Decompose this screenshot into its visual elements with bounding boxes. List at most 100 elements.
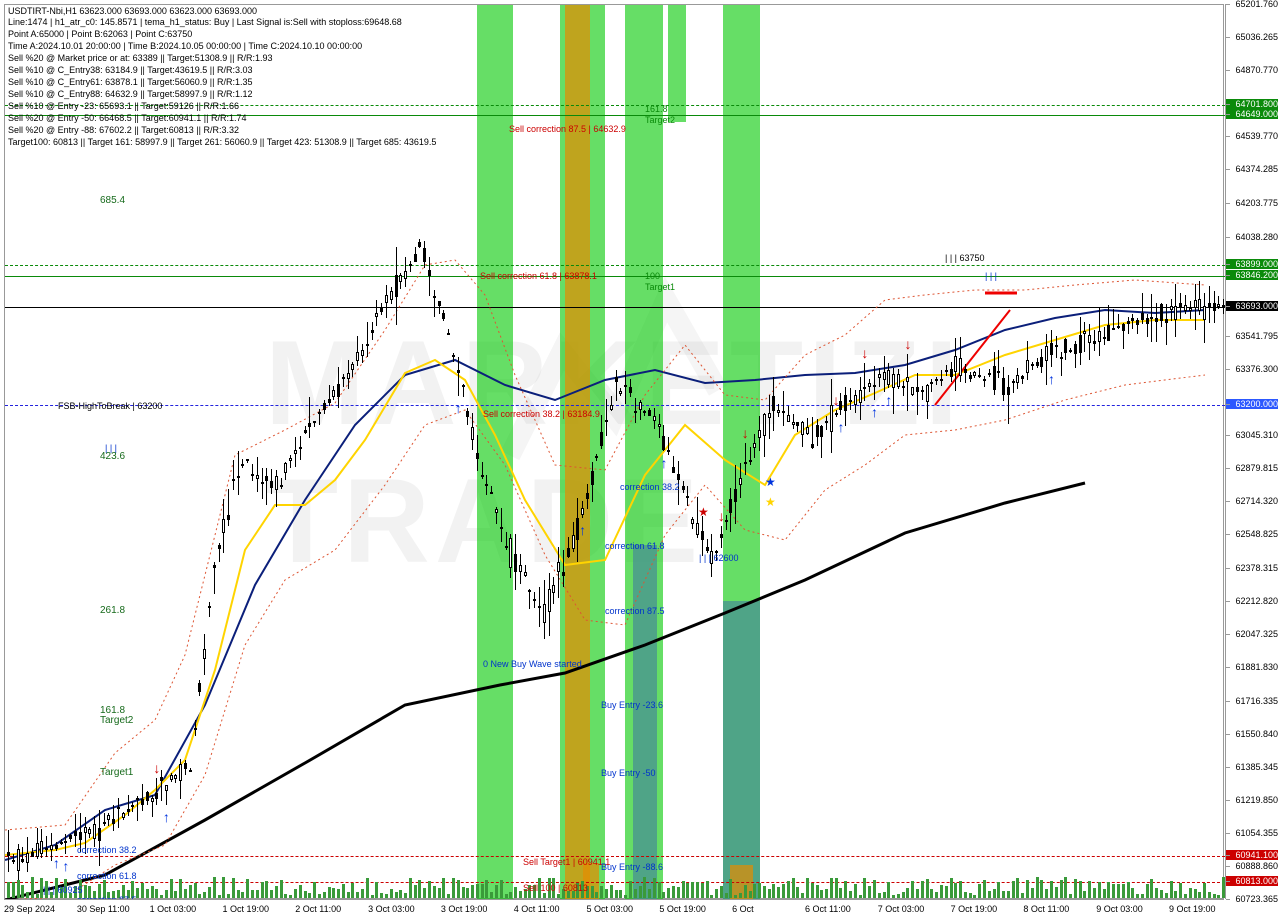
candle — [753, 5, 756, 900]
chart-label: 100 — [645, 271, 660, 281]
y-axis: 65201.76065036.26564870.77064701.8006464… — [1225, 4, 1280, 899]
x-tick: 29 Sep 2024 — [4, 904, 55, 914]
arrow-down-icon: ↓ — [833, 392, 840, 408]
candle — [1083, 5, 1086, 900]
candle — [619, 5, 622, 900]
candle — [859, 5, 862, 900]
volume-bar — [452, 878, 455, 898]
candle — [605, 5, 608, 900]
volume-bar — [21, 885, 24, 898]
x-tick: 30 Sep 11:00 — [77, 904, 130, 914]
fib-label: Target2 — [100, 715, 133, 726]
candle — [1026, 5, 1029, 900]
volume-bar — [672, 886, 675, 898]
candle — [887, 5, 890, 900]
y-tick: 61385.345 — [1226, 762, 1278, 772]
volume-bar — [686, 883, 689, 898]
candle — [725, 5, 728, 900]
volume-bar — [715, 889, 718, 898]
candle — [911, 5, 914, 900]
volume-bar — [825, 889, 828, 898]
volume-bar — [691, 882, 694, 898]
chart-label: | | | 62600 — [699, 553, 739, 563]
volume-bar — [1026, 880, 1029, 898]
volume-bar — [1083, 891, 1086, 898]
chart-label: correction 61.8 — [605, 541, 665, 551]
volume-bar — [662, 892, 665, 898]
candle — [490, 5, 493, 900]
chart-label: | | | — [985, 271, 997, 281]
chart-area[interactable]: MARKETIZI TRADE ↑↑↓↑↑↑↑↓↓↓↑↓↑↑↓↑★★★ Sell… — [4, 4, 1224, 899]
candle — [839, 5, 842, 900]
candle — [983, 5, 986, 900]
volume-bar — [466, 888, 469, 898]
volume-bar — [222, 877, 225, 898]
candle — [1150, 5, 1153, 900]
candle — [1107, 5, 1110, 900]
chart-label: FSB-HighToBreak | 63200 — [58, 401, 162, 411]
candle — [701, 5, 704, 900]
volume-bar — [390, 889, 393, 899]
volume-bar — [12, 882, 15, 898]
volume-bar — [194, 883, 197, 898]
candle — [658, 5, 661, 900]
candle — [897, 5, 900, 900]
candle — [825, 5, 828, 900]
volume-bar — [428, 881, 431, 898]
volume-bar — [935, 892, 938, 898]
volume-bar — [619, 890, 622, 898]
volume-bar — [945, 886, 948, 898]
volume-bar — [615, 890, 618, 898]
volume-bar — [969, 893, 972, 898]
volume-bar — [447, 894, 450, 898]
fib-label: Target1 — [100, 767, 133, 778]
candle — [1155, 5, 1158, 900]
candle — [672, 5, 675, 900]
volume-bar — [1165, 893, 1168, 898]
volume-bar — [347, 892, 350, 898]
x-tick: 1 Oct 03:00 — [150, 904, 197, 914]
volume-bar — [1117, 884, 1120, 898]
candle — [1002, 5, 1005, 900]
volume-bar — [787, 881, 790, 898]
volume-bar — [849, 891, 852, 898]
volume-bar — [921, 881, 924, 898]
candle — [533, 5, 536, 900]
candle — [1127, 5, 1130, 900]
y-tick: 64870.770 — [1226, 65, 1278, 75]
candle — [1136, 5, 1139, 900]
candle — [629, 5, 632, 900]
volume-bar — [1103, 889, 1106, 898]
fib-label: 423.6 — [100, 451, 125, 462]
y-tick: 63376.300 — [1226, 364, 1278, 374]
chart-label: correction 87.5 — [605, 606, 665, 616]
volume-bar — [1045, 889, 1048, 898]
candle — [873, 5, 876, 900]
chart-label: | | | 63750 — [945, 253, 985, 263]
volume-bar — [380, 893, 383, 898]
volume-bar — [442, 878, 445, 898]
volume-bar — [1131, 888, 1134, 898]
candle — [1088, 5, 1091, 900]
y-tick: 63541.795 — [1226, 331, 1278, 341]
arrow-up-icon: ↑ — [455, 400, 462, 416]
chart-label: Sell Target1 | 60941.1 — [523, 857, 610, 867]
volume-bar — [639, 886, 642, 898]
candle — [1069, 5, 1072, 900]
volume-bar — [308, 893, 311, 898]
y-tick: 62879.815 — [1226, 463, 1278, 473]
volume-bar — [7, 882, 10, 898]
volume-bar — [997, 882, 1000, 898]
volume-bar — [1146, 884, 1149, 898]
candle — [729, 5, 732, 900]
candle — [739, 5, 742, 900]
volume-bar — [289, 895, 292, 898]
star-icon: ★ — [765, 475, 776, 489]
volume-bar — [1208, 892, 1211, 898]
x-tick: 4 Oct 11:00 — [514, 904, 560, 914]
volume-bar — [753, 884, 756, 898]
volume-bar — [174, 891, 177, 898]
candle — [1098, 5, 1101, 900]
volume-bar — [1112, 884, 1115, 898]
chart-label: Buy Entry -88.6 — [601, 862, 663, 872]
